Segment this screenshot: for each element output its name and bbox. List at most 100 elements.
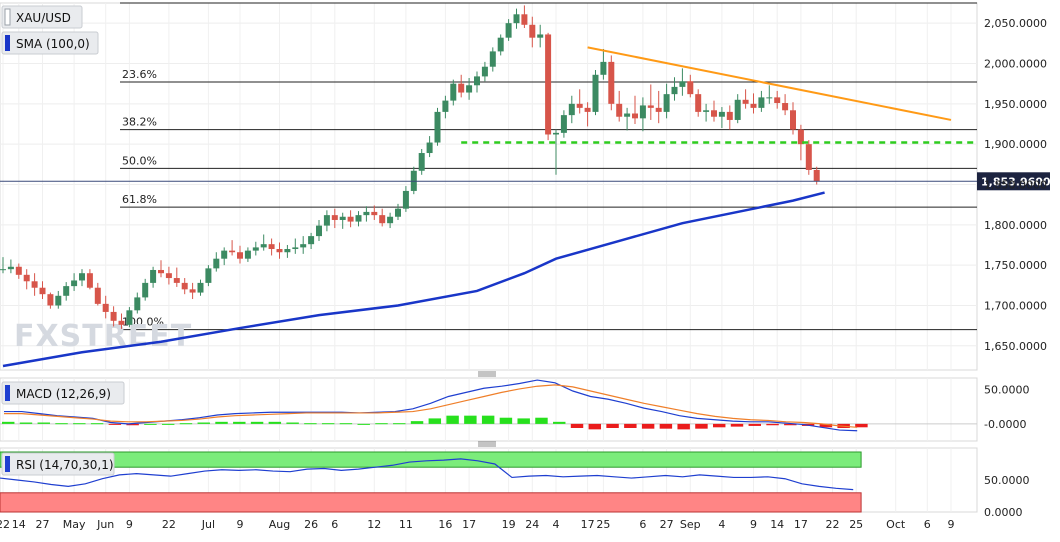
candle-body bbox=[718, 111, 725, 117]
candle-body bbox=[402, 190, 409, 209]
candle-body bbox=[221, 250, 228, 259]
macd bbox=[0, 379, 977, 432]
macd-histogram-bar bbox=[713, 423, 726, 428]
rsi-overbought-zone bbox=[0, 451, 862, 468]
macd-legend[interactable]: MACD (12,26,9) bbox=[1, 381, 125, 405]
symbol-legend[interactable]: XAU/USD bbox=[1, 5, 83, 29]
candles bbox=[0, 5, 820, 329]
candle-body bbox=[663, 94, 670, 112]
x-tick-label: 6 bbox=[331, 518, 338, 531]
panel-resize-handle[interactable] bbox=[478, 441, 496, 447]
candle-body bbox=[355, 215, 362, 222]
candle-body bbox=[750, 103, 757, 108]
candle-body bbox=[639, 105, 646, 119]
candle-body bbox=[371, 211, 378, 216]
x-axis: May 26 Jun 4 9 12 17 22 25 Jul 6 9 14 17 22 27 Aug 6 11 16 1… bbox=[0, 518, 955, 531]
x-tick-label: 22 bbox=[0, 518, 10, 531]
x-tick-label: 14 bbox=[770, 518, 784, 531]
candle-body bbox=[813, 169, 820, 182]
candle-body bbox=[497, 37, 504, 52]
x-tick-label: 14 bbox=[12, 518, 26, 531]
candle-body bbox=[671, 86, 678, 95]
x-tick-label: Jul bbox=[201, 518, 215, 531]
macd-histogram-bar bbox=[446, 415, 459, 424]
candle-body bbox=[189, 289, 196, 293]
y-tick-label: 1,950.0000 bbox=[984, 98, 1047, 111]
candle-body bbox=[687, 81, 694, 95]
macd-histogram-bar bbox=[286, 422, 299, 424]
candle-body bbox=[726, 111, 733, 120]
macd-histogram-bar bbox=[304, 423, 317, 425]
symbol-label: XAU/USD bbox=[16, 11, 71, 25]
current-price-tag bbox=[977, 172, 1050, 191]
fibonacci-levels: 0.0% 23.6% 38.2% 50.0% 61.8% 100.0% bbox=[120, 0, 977, 331]
candle-body bbox=[481, 66, 488, 77]
macd-histogram-bar bbox=[481, 415, 495, 424]
candle-body bbox=[71, 280, 78, 287]
candle-body bbox=[47, 294, 54, 306]
candle-body bbox=[118, 320, 125, 325]
fib-level-label: 50.0% bbox=[122, 154, 157, 167]
macd-histogram-bar bbox=[339, 423, 353, 425]
candle-body bbox=[418, 153, 425, 171]
candle-body bbox=[323, 215, 330, 226]
y-tick-label: 2,000.0000 bbox=[984, 57, 1047, 70]
candle-body bbox=[79, 273, 85, 281]
macd-histogram-bar bbox=[126, 423, 139, 426]
candle-body bbox=[284, 249, 291, 253]
macd-histogram-bar bbox=[535, 417, 548, 424]
x-tick-label: 24 bbox=[525, 518, 539, 531]
candle-body bbox=[537, 34, 544, 38]
candle-body bbox=[7, 266, 14, 270]
sma-legend[interactable]: SMA (100,0) bbox=[1, 31, 99, 55]
x-tick-label: 25 bbox=[849, 518, 863, 531]
panel-resize-handle[interactable] bbox=[478, 371, 496, 377]
macd-histogram-bar bbox=[55, 423, 68, 425]
candle-body bbox=[379, 215, 386, 224]
candle-body bbox=[213, 258, 220, 269]
candle-body bbox=[276, 249, 283, 253]
y-tick-label: 1,750.0000 bbox=[984, 259, 1047, 272]
candle-body bbox=[592, 74, 599, 112]
candle-body bbox=[624, 113, 631, 117]
fib-level-label: 23.6% bbox=[122, 68, 157, 81]
candle-body bbox=[395, 208, 401, 217]
macd-histogram-bar bbox=[695, 423, 708, 429]
rsi-label: RSI (14,70,30,1) bbox=[16, 458, 114, 472]
rsi-legend[interactable]: RSI (14,70,30,1) bbox=[1, 452, 115, 476]
candle-body bbox=[560, 115, 567, 133]
candle-body bbox=[165, 273, 172, 279]
macd-histogram-bar bbox=[410, 421, 424, 424]
candle-body bbox=[158, 269, 164, 274]
candle-body bbox=[513, 14, 520, 24]
macd-histogram-bar bbox=[766, 423, 779, 426]
candle-body bbox=[529, 24, 536, 38]
macd-histogram-bar bbox=[179, 423, 193, 425]
y-tick-label: 1,800.0000 bbox=[984, 219, 1047, 232]
x-tick-label: 9 bbox=[750, 518, 757, 531]
sma-label: SMA (100,0) bbox=[16, 37, 90, 51]
macd-histogram-bar bbox=[588, 423, 602, 430]
macd-histogram-bar bbox=[73, 423, 86, 425]
macd-histogram-bar bbox=[606, 423, 619, 428]
candle-body bbox=[316, 225, 322, 237]
candle-body bbox=[181, 282, 188, 290]
macd-histogram-bar bbox=[659, 423, 673, 429]
candle-body bbox=[679, 81, 686, 87]
x-tick-label: 19 bbox=[502, 518, 516, 531]
fib-level-label: 100.0% bbox=[122, 316, 164, 329]
candle-body bbox=[782, 103, 789, 111]
resistance-trendline bbox=[587, 46, 952, 121]
candle-body bbox=[252, 247, 259, 251]
candle-body bbox=[244, 250, 251, 259]
x-tick-label: Jun bbox=[96, 518, 114, 531]
x-tick-label: 17 bbox=[581, 518, 595, 531]
macd-histogram-bar bbox=[517, 418, 530, 424]
candle-body bbox=[758, 97, 765, 108]
candle-body bbox=[434, 111, 441, 143]
candle-body bbox=[805, 144, 812, 170]
x-tick-label: 26 bbox=[304, 518, 318, 531]
candle-body bbox=[655, 107, 662, 112]
